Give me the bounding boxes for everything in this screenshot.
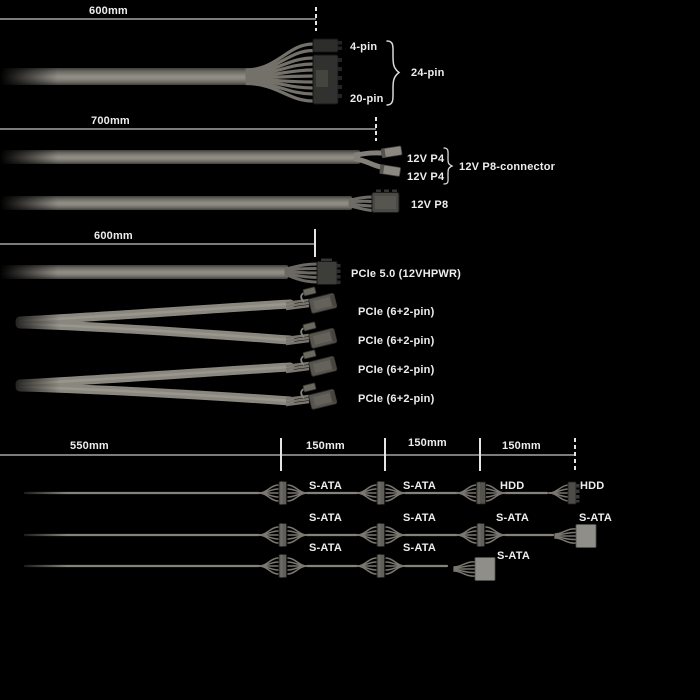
cpu-p4-connector-bottom [379,164,401,177]
sata-connector [356,553,406,579]
row3-sata-label-3: S-ATA [497,550,530,562]
pin24-label: 24-pin [411,67,445,79]
ruler-atx-600mm [0,7,317,31]
row2-sata-label-1: S-ATA [309,512,342,524]
pcie-label-2: PCIe (6+2-pin) [358,335,435,347]
row2-sata-label-3: S-ATA [496,512,529,524]
ruler-peripheral [0,438,576,471]
sata-connector [258,522,308,548]
seg-550mm-label: 550mm [70,440,109,452]
sata-connector [258,480,308,506]
brace-24pin [386,40,401,106]
seg-150mm-label-1: 150mm [306,440,345,452]
row1-hdd-label-2: HDD [580,480,605,492]
atx-ruler-label: 600mm [89,5,128,17]
pcie-6plus2-cables [0,281,339,412]
p8-group-label: 12V P8-connector [459,161,556,173]
atx-cable [0,38,401,106]
pcie-label-3: PCIe (6+2-pin) [358,364,435,376]
pin20-label: 20-pin [350,93,384,105]
seg-150mm-label-2: 150mm [408,437,447,449]
sata-end-connector [453,556,496,582]
cpu-ruler-label: 700mm [91,115,130,127]
pcie5-cable [0,258,341,285]
sata-connector [356,522,406,548]
p8-label: 12V P8 [411,199,449,211]
peripheral-cables [12,480,597,582]
hdd-connector [456,481,506,505]
sata-end-connector [554,523,597,549]
atx-20pin-connector [312,54,342,105]
p4-top-label: 12V P4 [407,153,445,165]
row2-sata-label-2: S-ATA [403,512,436,524]
row3-sata-label-2: S-ATA [403,542,436,554]
cpu-p4-connector-top [380,145,403,159]
pcie5-ruler-label: 600mm [94,230,133,242]
p4-bottom-label: 12V P4 [407,171,445,183]
row1-sata-label-2: S-ATA [403,480,436,492]
ruler-cpu-700mm [0,117,377,141]
pcie5-connector [316,258,341,285]
row1-hdd-label-1: HDD [500,480,525,492]
ruler-pcie-600mm [0,229,316,257]
sata-connector [258,553,308,579]
row3-sata-label-1: S-ATA [309,542,342,554]
pcie-connector-4 [284,377,339,412]
cpu-p8-connector [371,189,400,213]
hdd-end-connector [548,481,581,505]
pcie-connector-3 [284,344,339,379]
row2-sata-label-4: S-ATA [579,512,612,524]
cpu-p4-cable [0,145,454,185]
row1-sata-label-1: S-ATA [309,480,342,492]
brace-p8-group [443,147,454,185]
pcie-connector-1 [284,281,339,316]
pcie-connector-2 [284,316,339,351]
pcie-label-1: PCIe (6+2-pin) [358,306,435,318]
sata-connector [456,522,506,548]
sata-connector [356,480,406,506]
pin4-label: 4-pin [350,41,378,53]
cpu-p8-cable [0,189,400,213]
pcie-label-4: PCIe (6+2-pin) [358,393,435,405]
pcie5-label: PCIe 5.0 (12VHPWR) [351,268,461,280]
atx-wire-fan [245,42,315,103]
atx-4pin-connector [312,38,342,53]
seg-150mm-label-3: 150mm [502,440,541,452]
